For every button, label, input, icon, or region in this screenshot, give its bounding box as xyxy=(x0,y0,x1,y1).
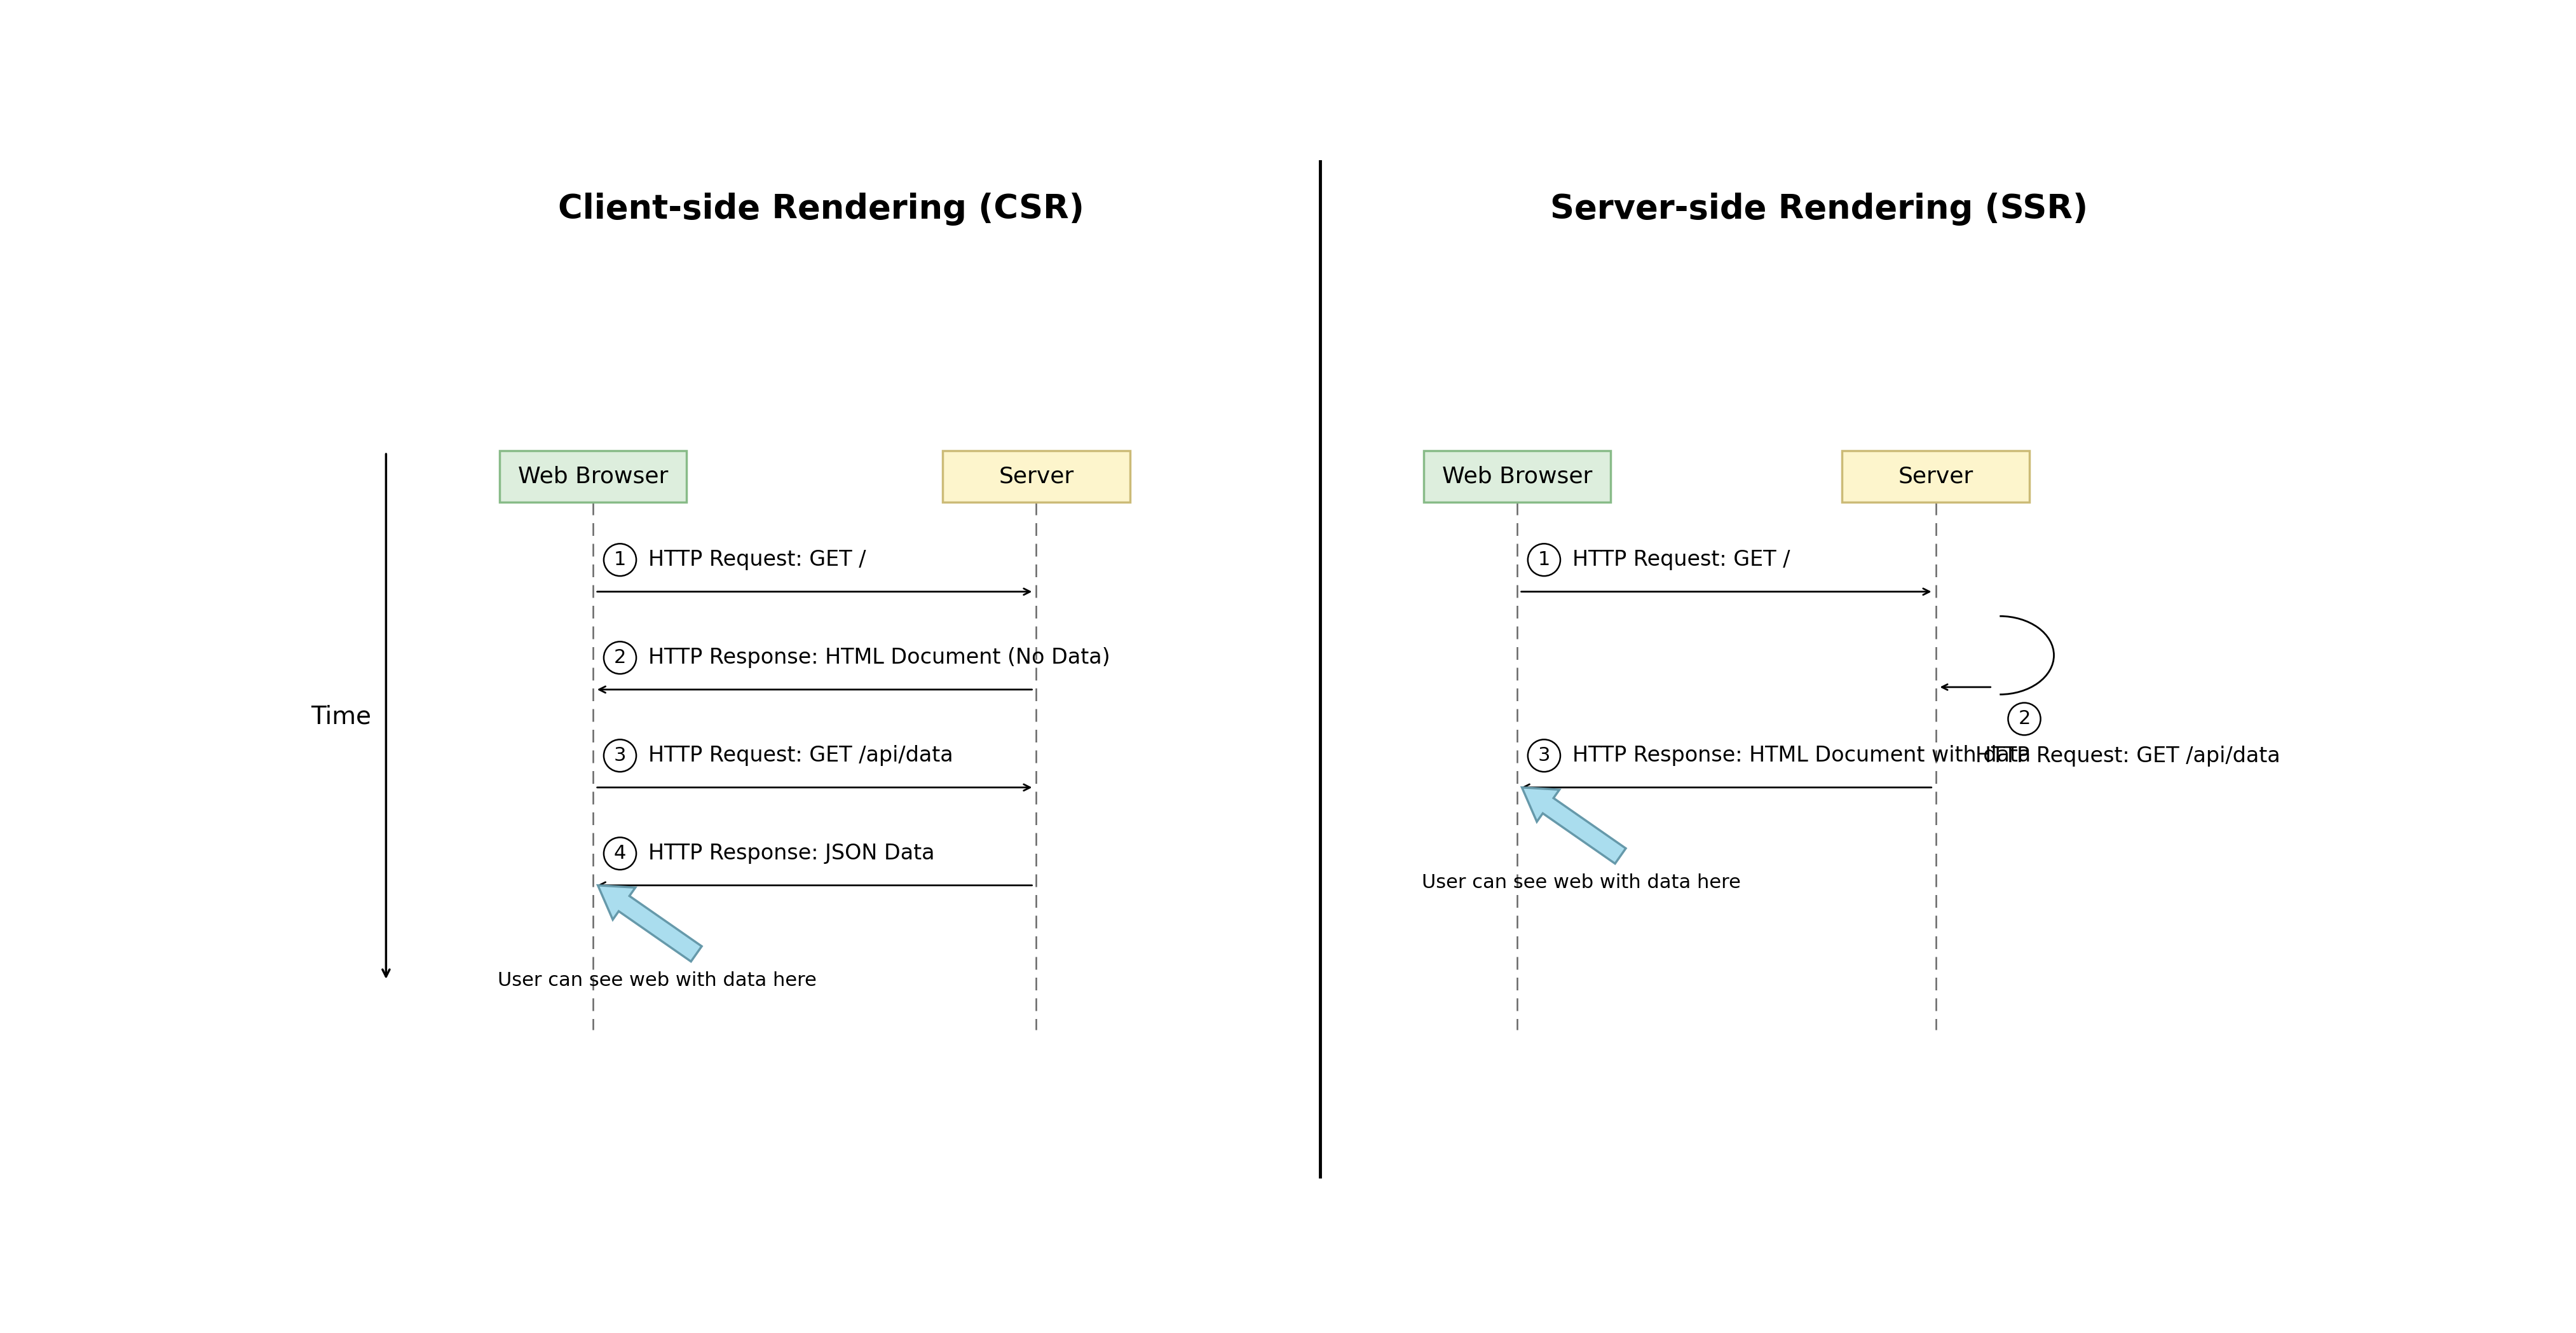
Text: 1: 1 xyxy=(613,551,626,569)
Polygon shape xyxy=(598,885,701,961)
Text: Web Browser: Web Browser xyxy=(518,465,667,488)
Text: HTTP Response: HTML Document (No Data): HTTP Response: HTML Document (No Data) xyxy=(649,648,1110,668)
Text: HTTP Request: GET /api/data: HTTP Request: GET /api/data xyxy=(1976,746,2280,766)
Text: Time: Time xyxy=(312,704,371,729)
Text: Server: Server xyxy=(999,465,1074,488)
Text: HTTP Request: GET /: HTTP Request: GET / xyxy=(649,549,866,571)
Text: 4: 4 xyxy=(613,844,626,862)
Text: Server-side Rendering (SSR): Server-side Rendering (SSR) xyxy=(1551,193,2089,225)
Text: User can see web with data here: User can see web with data here xyxy=(497,970,817,989)
Text: 1: 1 xyxy=(1538,551,1551,569)
Text: HTTP Response: HTML Document with data: HTTP Response: HTML Document with data xyxy=(1571,745,2030,766)
Polygon shape xyxy=(1522,788,1625,864)
Text: 3: 3 xyxy=(1538,746,1551,765)
Text: 2: 2 xyxy=(613,649,626,666)
Text: User can see web with data here: User can see web with data here xyxy=(1422,873,1741,892)
Text: Server: Server xyxy=(1899,465,1973,488)
Text: Client-side Rendering (CSR): Client-side Rendering (CSR) xyxy=(559,193,1084,225)
FancyBboxPatch shape xyxy=(1425,451,1610,503)
Text: HTTP Request: GET /: HTTP Request: GET / xyxy=(1571,549,1790,571)
Text: HTTP Response: JSON Data: HTTP Response: JSON Data xyxy=(649,842,935,864)
FancyBboxPatch shape xyxy=(943,451,1131,503)
Text: 3: 3 xyxy=(613,746,626,765)
FancyBboxPatch shape xyxy=(1842,451,2030,503)
Text: HTTP Request: GET /api/data: HTTP Request: GET /api/data xyxy=(649,745,953,766)
FancyBboxPatch shape xyxy=(500,451,688,503)
Text: Web Browser: Web Browser xyxy=(1443,465,1592,488)
Text: 2: 2 xyxy=(2017,709,2030,728)
